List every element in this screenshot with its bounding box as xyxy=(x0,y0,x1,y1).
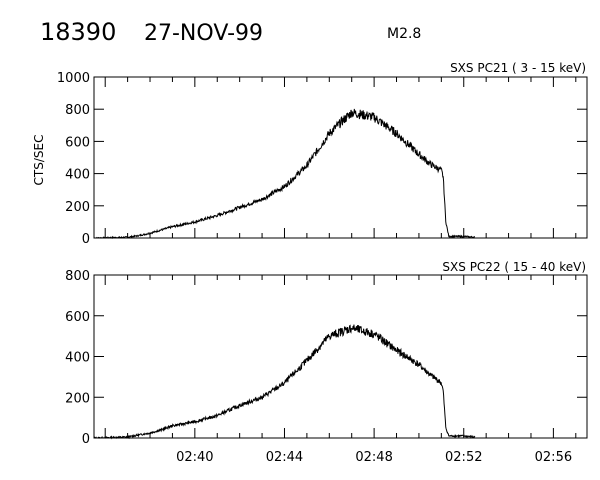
panel-top: SXS PC21 ( 3 - 15 keV) CTS/SEC 0 200 400 60… xyxy=(32,61,588,247)
panel-title-top: SXS PC21 ( 3 - 15 keV) xyxy=(450,61,586,75)
y-tick-label: 800 xyxy=(65,103,90,118)
event-id: 18390 xyxy=(40,18,116,46)
x-tick-label: 02:44 xyxy=(266,450,303,465)
trace-pc21 xyxy=(93,108,476,240)
plot-frame-top xyxy=(93,76,588,239)
y-tick-label: 800 xyxy=(65,269,90,284)
event-date: 27-NOV-99 xyxy=(144,21,263,46)
y-tick-label: 400 xyxy=(65,168,90,183)
y-tick-label: 600 xyxy=(65,135,90,150)
flare-class: M2.8 xyxy=(387,26,421,42)
y-axis-label: CTS/SEC xyxy=(32,135,46,186)
plot-frame-bottom xyxy=(93,274,588,439)
y-tick-label: 600 xyxy=(65,310,90,325)
y-tick-label: 0 xyxy=(82,432,90,447)
panel-bottom: SXS PC22 ( 15 - 40 keV) 0 200 400 600 800 02:… xyxy=(65,260,588,465)
y-tick-label: 200 xyxy=(65,391,90,406)
x-tick-label: 02:40 xyxy=(176,450,213,465)
y-tick-label: 200 xyxy=(65,200,90,215)
panel-title-bottom: SXS PC22 ( 15 - 40 keV) xyxy=(442,260,586,274)
trace-pc22 xyxy=(93,324,476,440)
x-tick-label: 02:48 xyxy=(355,450,392,465)
axes-bottom: 0 200 400 600 800 02:40 02:44 02:48 02:52 02:56 xyxy=(65,269,587,465)
x-tick-label: 02:56 xyxy=(535,450,572,465)
axes-top: 0 200 400 600 800 1000 xyxy=(57,71,587,247)
x-tick-label: 02:52 xyxy=(445,450,482,465)
y-tick-label: 400 xyxy=(65,351,90,366)
y-tick-label: 0 xyxy=(82,232,90,247)
y-tick-label: 1000 xyxy=(57,71,90,86)
